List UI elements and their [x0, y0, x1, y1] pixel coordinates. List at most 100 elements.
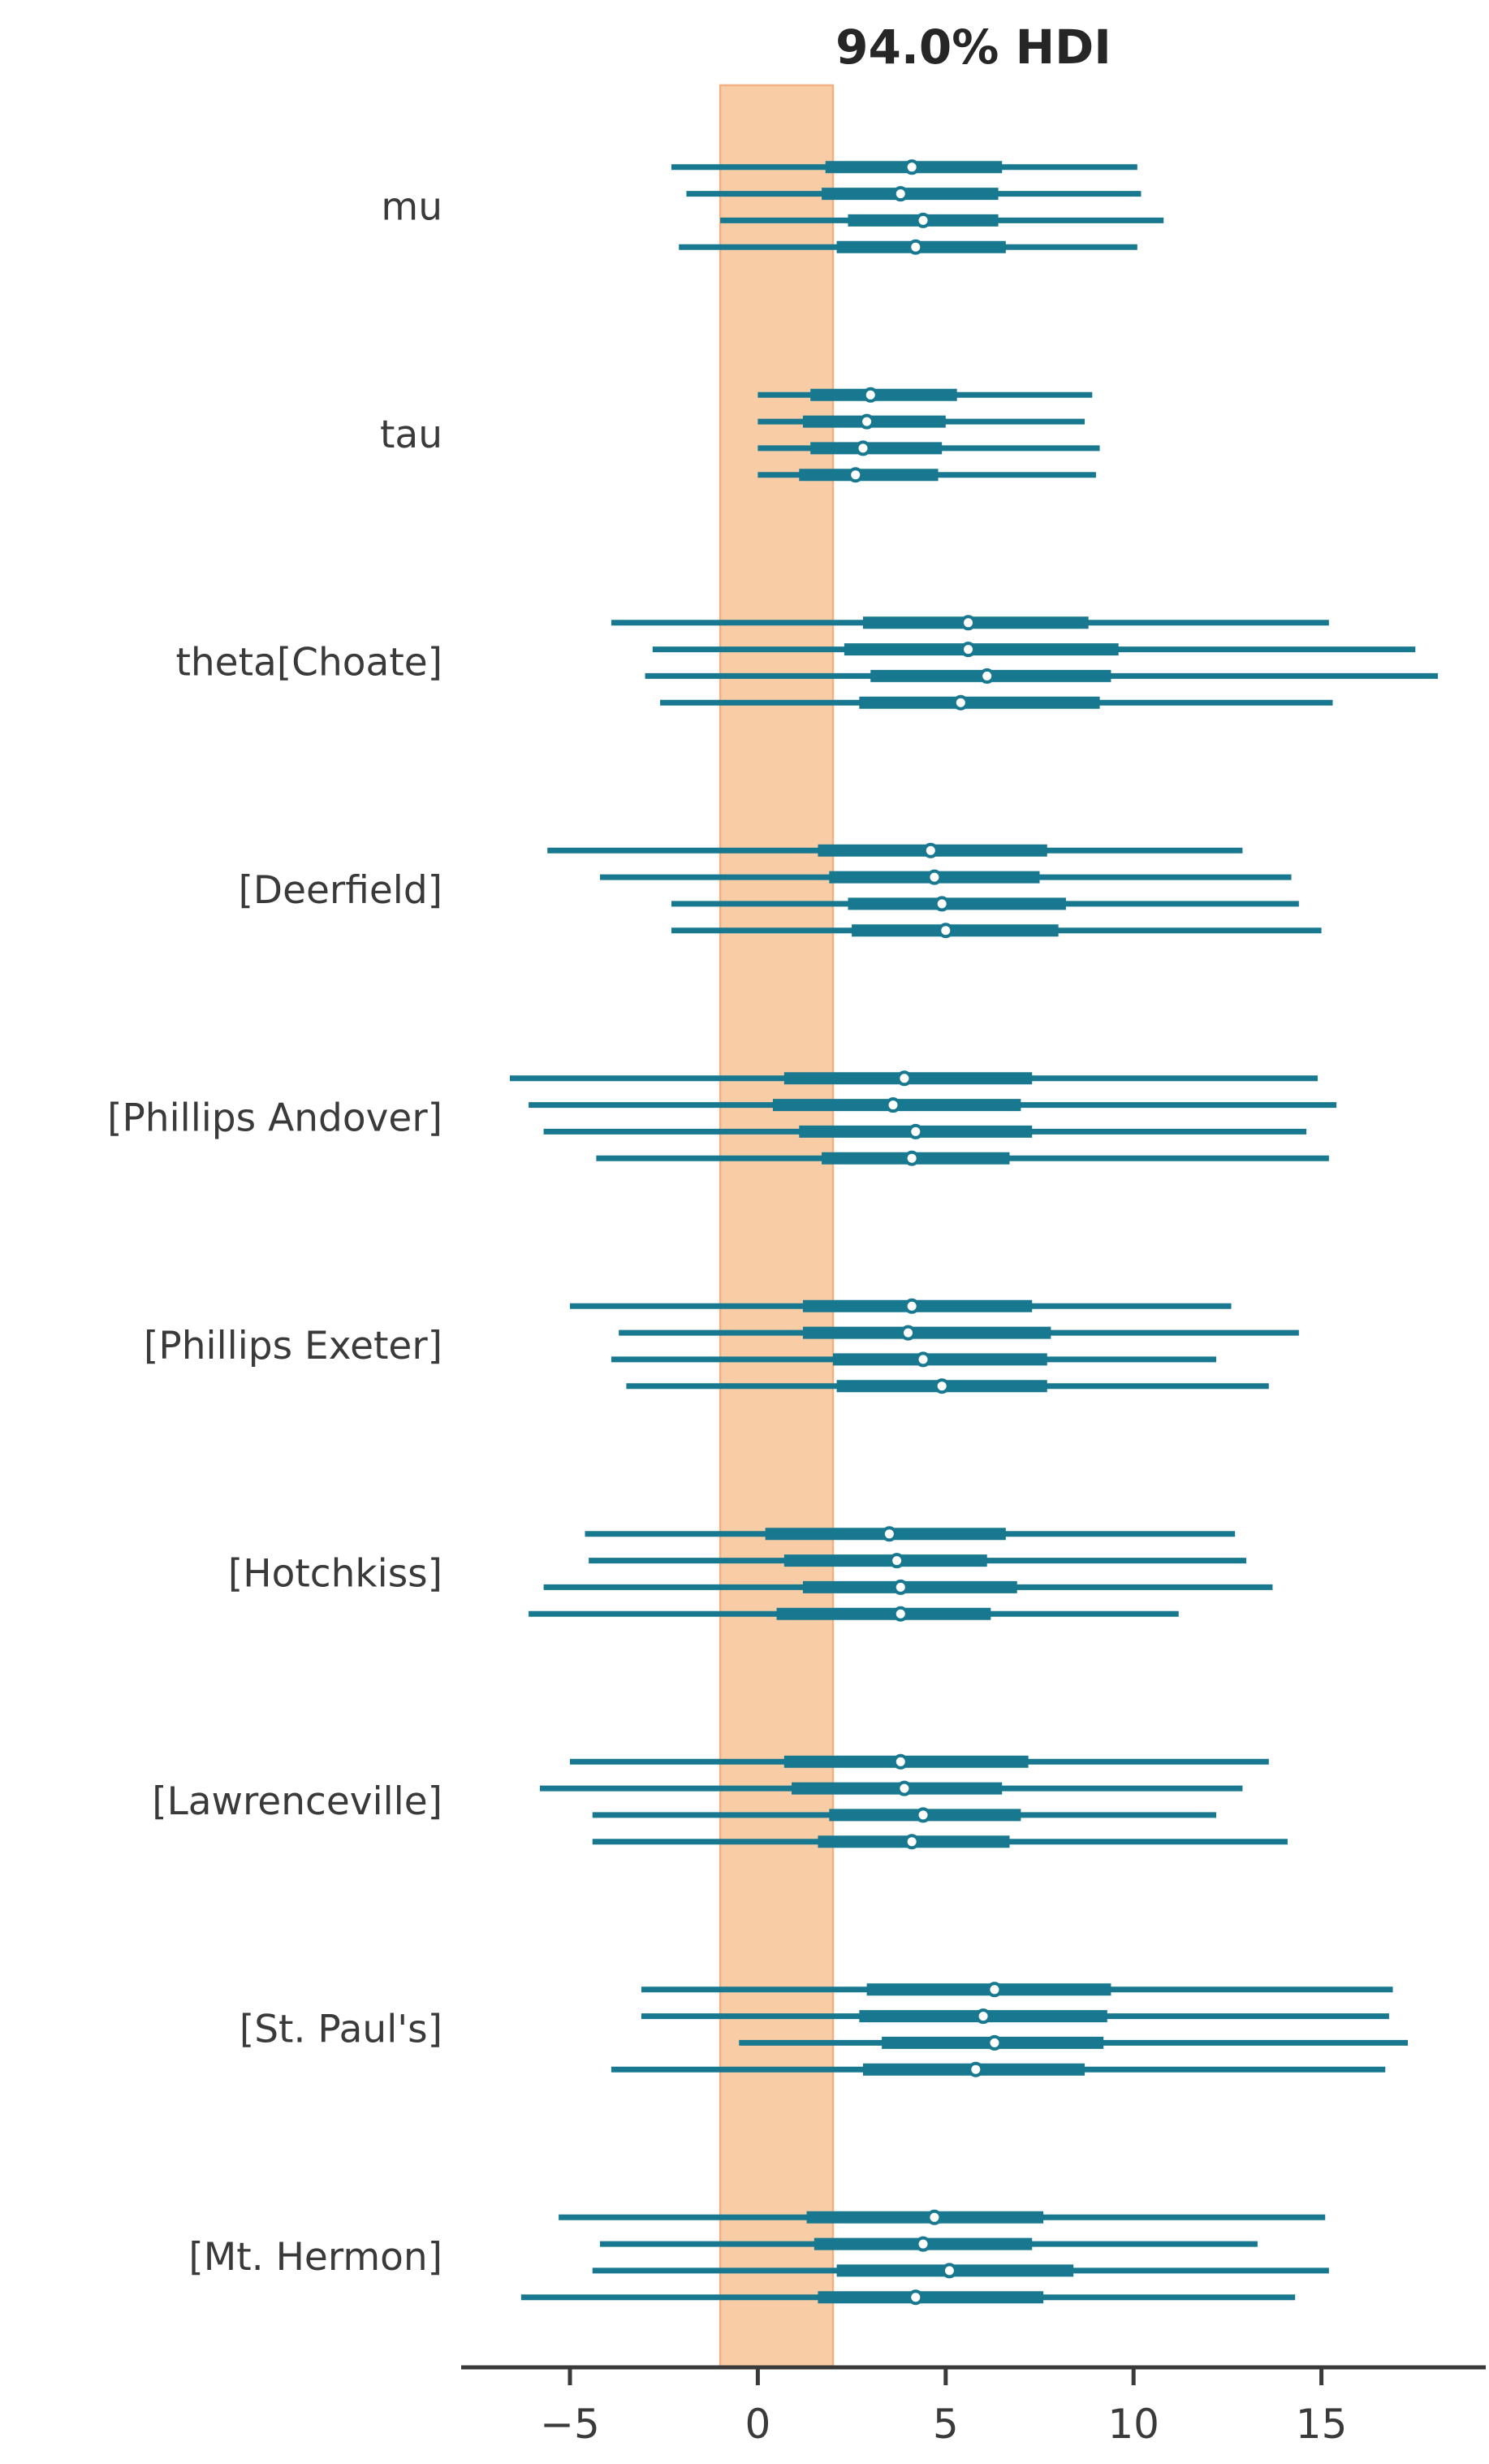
forest-row — [592, 2263, 1329, 2279]
forest-row — [600, 2236, 1258, 2252]
forest-row — [596, 1150, 1329, 1166]
forest-row — [671, 896, 1299, 912]
median-marker — [908, 2289, 924, 2306]
median-marker — [915, 212, 931, 228]
parameter-group — [611, 1982, 1409, 2077]
forest-row — [547, 842, 1243, 858]
median-marker — [904, 1298, 920, 1314]
parameter-group — [757, 387, 1100, 483]
x-tick-label: 15 — [1296, 2401, 1348, 2448]
forest-row — [679, 239, 1137, 255]
median-marker — [855, 440, 871, 456]
median-marker — [896, 1070, 913, 1087]
median-marker — [904, 1834, 920, 1850]
forest-row — [589, 1553, 1247, 1569]
forest-rows-layer — [509, 159, 1439, 2306]
forest-row — [570, 1753, 1269, 1770]
median-marker — [862, 387, 878, 403]
x-tick-label: 10 — [1107, 2401, 1159, 2448]
x-tick-label: −5 — [540, 2401, 600, 2448]
forest-row — [529, 1606, 1179, 1622]
median-marker — [960, 615, 977, 631]
parameter-group — [570, 1298, 1299, 1394]
parameter-group — [671, 159, 1164, 255]
forest-row — [671, 159, 1137, 175]
median-marker — [881, 1526, 897, 1542]
median-marker — [892, 1579, 909, 1595]
parameter-group — [611, 615, 1439, 711]
parameter-group — [509, 1070, 1337, 1166]
median-marker — [915, 1807, 931, 1823]
median-marker — [960, 642, 977, 658]
parameter-label: mu — [381, 185, 442, 230]
forest-row — [543, 1123, 1307, 1139]
median-marker — [952, 694, 969, 711]
forest-row — [570, 1298, 1232, 1314]
median-marker — [908, 1123, 924, 1139]
forest-row — [539, 1780, 1243, 1796]
median-marker — [934, 896, 950, 912]
forest-row — [509, 1070, 1318, 1087]
x-tick-label: 5 — [933, 2401, 959, 2448]
median-marker — [892, 1606, 909, 1622]
median-marker — [904, 1150, 920, 1166]
forest-row — [520, 2289, 1296, 2306]
x-axis-layer: −5 0 5 10 15 — [461, 2365, 1486, 2448]
parameter-group — [547, 842, 1322, 939]
forest-row — [641, 1982, 1393, 1998]
parameter-label: [Mt. Hermon] — [188, 2235, 442, 2280]
median-marker — [922, 842, 939, 858]
median-marker — [986, 1982, 1003, 1998]
forest-row — [619, 1325, 1299, 1341]
forest-row — [757, 413, 1085, 430]
parameter-label: tau — [380, 413, 442, 457]
median-marker — [986, 2034, 1003, 2051]
x-tick-label: 0 — [744, 2401, 770, 2448]
plot-title: 94.0% HDI — [835, 19, 1111, 75]
forest-row — [543, 1579, 1273, 1595]
forest-row — [652, 642, 1416, 658]
forest-row — [660, 694, 1333, 711]
forest-row — [757, 467, 1096, 483]
median-marker — [848, 467, 864, 483]
median-marker — [915, 2236, 931, 2252]
forest-row — [645, 668, 1439, 684]
median-marker — [968, 2061, 984, 2077]
median-marker — [979, 668, 995, 684]
forest-row — [592, 1834, 1288, 1850]
forest-row — [720, 212, 1164, 228]
parameter-label: [Phillips Andover] — [107, 1096, 442, 1141]
median-marker — [941, 2263, 957, 2279]
forest-row — [559, 2209, 1326, 2225]
parameter-label: [Hotchkiss] — [228, 1552, 442, 1597]
parameter-label: [Deerfield] — [239, 868, 442, 913]
median-marker — [975, 2008, 991, 2025]
forest-row — [739, 2034, 1409, 2051]
forest-row — [626, 1378, 1269, 1394]
param-labels-layer: mu tau theta[Choate] [Deerfield] [Phillips A… — [107, 185, 442, 2280]
median-marker — [926, 869, 943, 885]
median-marker — [892, 1753, 909, 1770]
forest-row — [611, 615, 1329, 631]
forest-row — [529, 1097, 1337, 1113]
forest-row — [600, 869, 1292, 885]
median-marker — [908, 239, 924, 255]
forest-row — [585, 1526, 1236, 1542]
median-marker — [859, 413, 875, 430]
forest-row — [592, 1807, 1217, 1823]
median-marker — [892, 186, 909, 202]
forest-row — [611, 1351, 1217, 1368]
median-marker — [915, 1351, 931, 1368]
forest-row — [641, 2008, 1389, 2025]
median-marker — [926, 2209, 943, 2225]
forest-row — [686, 186, 1142, 202]
forest-row — [757, 440, 1100, 456]
median-marker — [885, 1097, 901, 1113]
parameter-label: [Phillips Exeter] — [144, 1324, 442, 1368]
parameter-label: theta[Choate] — [175, 641, 442, 685]
forest-row — [611, 2061, 1386, 2077]
median-marker — [904, 159, 920, 175]
median-marker — [889, 1553, 905, 1569]
